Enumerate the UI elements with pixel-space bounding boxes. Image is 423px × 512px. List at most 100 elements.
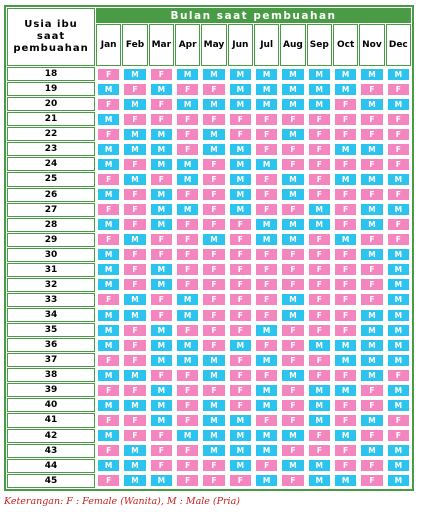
gender-cell: F: [122, 262, 148, 277]
month-header: May: [201, 24, 227, 66]
gender-cell: M: [359, 97, 385, 112]
gender-value: F: [308, 430, 330, 442]
gender-value: F: [334, 249, 357, 261]
gender-cell: M: [306, 473, 332, 488]
gender-value: M: [150, 354, 172, 366]
gender-value: M: [334, 234, 357, 246]
gender-cell: M: [359, 247, 385, 262]
gender-value: F: [150, 234, 172, 246]
gender-value: M: [308, 475, 330, 487]
gender-value: F: [361, 158, 383, 170]
gender-cell: M: [96, 308, 122, 323]
gender-cell: F: [122, 413, 148, 428]
gender-cell: M: [201, 428, 227, 443]
gender-cell: F: [201, 157, 227, 172]
gender-value: M: [282, 430, 304, 442]
gender-value: F: [282, 158, 304, 170]
gender-value: F: [150, 98, 172, 110]
gender-cell: F: [306, 187, 332, 202]
month-header: Aug: [280, 24, 306, 66]
table-row: 26 M F M F F M F M F F F F: [7, 187, 411, 202]
gender-value: M: [98, 249, 120, 261]
gender-cell: F: [148, 232, 174, 247]
gender-value: M: [98, 430, 120, 442]
gender-cell: F: [174, 277, 201, 292]
gender-cell: M: [227, 428, 253, 443]
gender-cell: M: [174, 353, 201, 368]
gender-cell: F: [96, 443, 122, 458]
gender-cell: F: [122, 247, 148, 262]
gender-value: F: [334, 294, 357, 306]
gender-cell: M: [96, 458, 122, 473]
gender-value: F: [255, 113, 278, 125]
age-cell: 26: [7, 187, 95, 202]
age-cell: 31: [7, 262, 95, 277]
gender-value: F: [361, 399, 383, 411]
gender-value: F: [203, 189, 225, 201]
month-header: Apr: [174, 24, 201, 66]
gender-cell: M: [201, 398, 227, 413]
gender-cell: F: [359, 232, 385, 247]
gender-value: M: [176, 430, 199, 442]
gender-cell: M: [253, 67, 280, 82]
gender-cell: M: [96, 217, 122, 232]
gender-cell: F: [385, 157, 411, 172]
gender-cell: F: [306, 292, 332, 307]
gender-cell: F: [359, 82, 385, 97]
gender-value: M: [203, 128, 225, 140]
gender-cell: F: [201, 308, 227, 323]
table-row: 19 M F M F F M M M M M F F: [7, 82, 411, 97]
gender-cell: F: [148, 247, 174, 262]
gender-value: M: [229, 143, 251, 155]
gender-cell: M: [148, 262, 174, 277]
gender-value: M: [255, 68, 278, 80]
gender-cell: F: [96, 383, 122, 398]
table-row: 44 M M F F F M F M M F F M: [7, 458, 411, 473]
gender-cell: M: [201, 368, 227, 383]
gender-cell: M: [148, 413, 174, 428]
gender-cell: M: [280, 308, 306, 323]
gender-value: F: [282, 204, 304, 216]
table-row: 20 F M F M M M M M M F M M: [7, 97, 411, 112]
table-row: 27 F F M M F M F F M F M M: [7, 202, 411, 217]
gender-cell: F: [332, 202, 359, 217]
gender-cell: M: [227, 202, 253, 217]
gender-value: F: [387, 189, 409, 201]
gender-cell: F: [201, 458, 227, 473]
gender-cell: M: [148, 338, 174, 353]
gender-value: F: [387, 83, 409, 95]
gender-value: F: [124, 158, 146, 170]
gender-prediction-table: Usia ibu saat pembuahan Bulan saat pembu…: [4, 5, 414, 491]
gender-value: M: [387, 98, 409, 110]
gender-value: F: [308, 158, 330, 170]
gender-value: F: [308, 173, 330, 185]
gender-value: M: [150, 143, 172, 155]
age-cell: 38: [7, 368, 95, 383]
table-row: 35 M F M F F F M F F F M M: [7, 323, 411, 338]
gender-cell: M: [96, 428, 122, 443]
age-cell: 18: [7, 67, 95, 82]
gender-cell: F: [253, 413, 280, 428]
gender-cell: M: [122, 127, 148, 142]
gender-cell: F: [122, 323, 148, 338]
gender-value: F: [334, 309, 357, 321]
gender-cell: M: [227, 157, 253, 172]
gender-cell: F: [96, 202, 122, 217]
gender-value: M: [282, 234, 304, 246]
gender-value: M: [282, 369, 304, 381]
gender-cell: F: [122, 338, 148, 353]
gender-cell: F: [306, 157, 332, 172]
gender-cell: M: [280, 97, 306, 112]
gender-value: F: [361, 294, 383, 306]
table-row: 24 M F M M F M M F F F F F: [7, 157, 411, 172]
gender-cell: F: [332, 262, 359, 277]
gender-value: F: [98, 68, 120, 80]
gender-cell: F: [332, 217, 359, 232]
table-row: 37 F F M M M F M F F M M M: [7, 353, 411, 368]
gender-value: M: [255, 430, 278, 442]
gender-value: F: [98, 294, 120, 306]
gender-value: F: [203, 83, 225, 95]
gender-value: F: [150, 249, 172, 261]
gender-value: M: [308, 384, 330, 396]
gender-cell: F: [253, 202, 280, 217]
